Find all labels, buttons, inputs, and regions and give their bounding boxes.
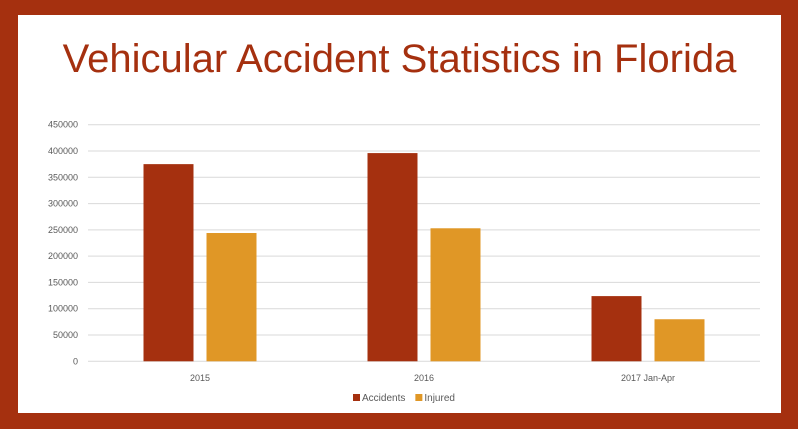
y-tick-label: 100000 [48, 304, 78, 314]
y-tick-label: 250000 [48, 225, 78, 235]
bar-accidents [143, 164, 194, 362]
y-tick-label: 50000 [53, 330, 78, 340]
y-tick-label: 0 [73, 356, 78, 366]
y-tick-label: 400000 [48, 146, 78, 156]
y-tick-label: 450000 [48, 120, 78, 130]
x-tick-label: 2016 [414, 373, 434, 383]
y-tick-label: 200000 [48, 251, 78, 261]
x-tick-label: 2017 Jan-Apr [621, 373, 675, 383]
y-tick-label: 300000 [48, 199, 78, 209]
legend-swatch-injured [415, 394, 423, 401]
x-tick-label: 2015 [190, 373, 210, 383]
chart-title: Vehicular Accident Statistics in Florida [62, 37, 737, 81]
bar-accidents [591, 296, 642, 362]
legend-swatch-accidents [353, 394, 360, 401]
bar-accidents [367, 153, 418, 362]
bar-injured [654, 319, 705, 362]
y-tick-label: 350000 [48, 172, 78, 182]
legend-label-accidents: Accidents [362, 393, 405, 404]
bar-injured [430, 228, 481, 362]
bar-injured [206, 233, 257, 362]
y-tick-label: 150000 [48, 277, 78, 287]
legend-label-injured: Injured [424, 393, 455, 404]
